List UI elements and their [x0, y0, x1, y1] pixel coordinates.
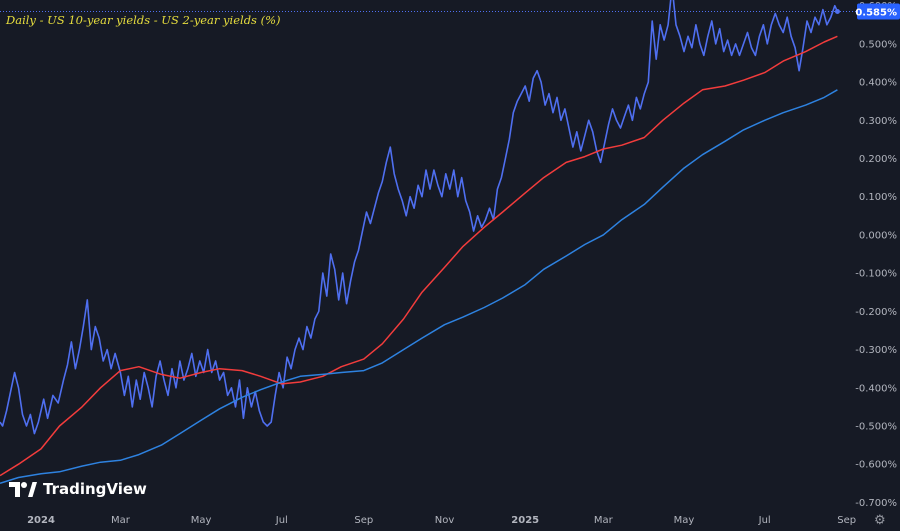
x-tick-label: Sep: [354, 515, 373, 526]
series-line-2[interactable]: [0, 89, 838, 485]
y-tick-label: -0.700%: [855, 498, 897, 509]
x-tick-label: Jul: [275, 515, 288, 526]
y-tick-label: -0.200%: [855, 307, 897, 318]
last-value-badge: [857, 3, 900, 20]
y-tick-label: -0.600%: [855, 460, 897, 471]
y-tick-label: -0.300%: [855, 345, 897, 356]
y-tick-label: 0.000%: [859, 230, 897, 241]
x-tick-label: May: [191, 515, 212, 526]
x-tick-label: Nov: [435, 515, 455, 526]
y-tick-label: 0.100%: [859, 192, 897, 203]
y-tick-label: 0.400%: [859, 78, 897, 89]
last-value-badge-text: 0.585%: [855, 7, 897, 18]
series-line-1[interactable]: [0, 35, 838, 477]
x-axis[interactable]: 2024 Mar May Jul Sep Nov 2025 Mar May Jul Sep: [27, 515, 856, 526]
series-layer: [0, 0, 839, 485]
y-tick-label: -0.500%: [855, 421, 897, 432]
x-tick-label: Sep: [837, 515, 856, 526]
y-tick-label: 0.500%: [859, 39, 897, 50]
last-value-badge-layer: 0.585%: [855, 3, 900, 20]
series-line-0[interactable]: [0, 0, 839, 435]
x-tick-label: Jul: [758, 515, 771, 526]
y-tick-label: -0.400%: [855, 383, 897, 394]
logo-text: TradingView: [43, 480, 147, 498]
y-axis[interactable]: 0.600%0.500%0.400%0.300%0.200%0.100%0.00…: [855, 1, 897, 509]
chart-title: Daily - US 10-year yields - US 2-year yi…: [6, 13, 281, 27]
x-tick-label: Mar: [594, 515, 614, 526]
last-value-dot: [834, 8, 840, 14]
y-tick-label: -0.100%: [855, 269, 897, 280]
x-tick-label: Mar: [111, 515, 131, 526]
tradingview-logo[interactable]: TradingView: [9, 480, 147, 498]
reference-layer: [0, 8, 856, 14]
tradingview-logo-icon: [9, 481, 37, 497]
x-tick-label: 2025: [511, 515, 539, 526]
x-tick-label: May: [674, 515, 695, 526]
y-tick-label: 0.300%: [859, 116, 897, 127]
x-tick-label: 2024: [27, 515, 55, 526]
gear-icon[interactable]: ⚙: [874, 512, 886, 527]
y-tick-label: 0.200%: [859, 154, 897, 165]
